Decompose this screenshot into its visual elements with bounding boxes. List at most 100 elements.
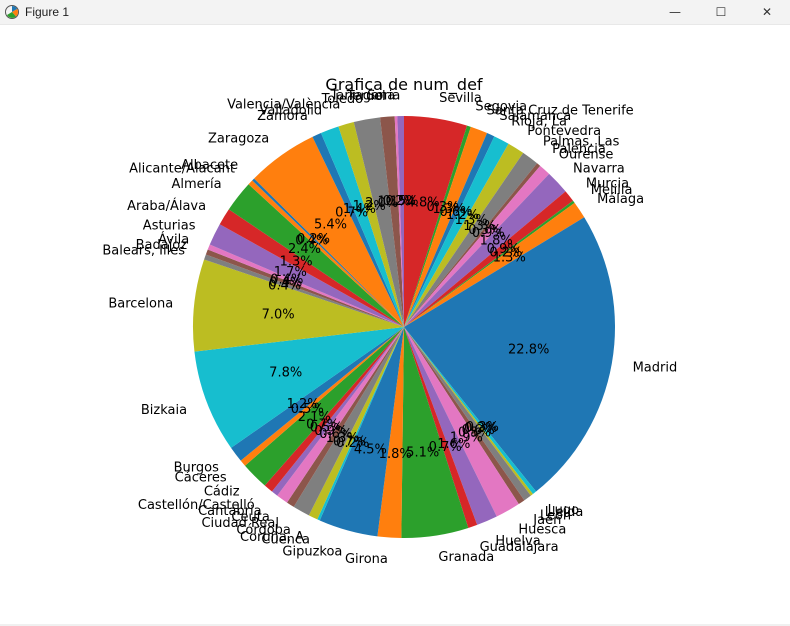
pie-slice-rioja-la (404, 136, 509, 327)
pie-pct-label-jaen: 0.5% (458, 426, 491, 441)
matplotlib-icon (5, 5, 19, 19)
pie-pct-label-zaragoza: 5.4% (314, 217, 347, 232)
pie-slice-santa-cruz-de-tenerife (404, 126, 488, 328)
pie-category-label-huesca: Huesca (518, 523, 566, 538)
pie-category-label-malaga: Málaga (597, 192, 644, 207)
pie-pct-label-almeria: 2.4% (288, 242, 321, 257)
pie-category-label-avila: Ávila (158, 232, 189, 248)
pie-category-label-salamanca: Salamanca (499, 109, 571, 124)
pie-category-label-coruna-a: Coruña, A (240, 530, 304, 545)
pie-slice-castellon-castello (264, 327, 404, 492)
pie-slice-almeria (228, 184, 404, 327)
pie-pct-label-albacete: 0.2% (297, 232, 330, 247)
pie-category-label-gipuzkoa: Gipuzkoa (282, 544, 342, 559)
pie-pct-label-valladolid: 1.4% (343, 202, 376, 217)
pie-pct-label-bizkaia: 7.8% (269, 366, 302, 381)
minimize-button[interactable]: — (652, 0, 698, 24)
pie-slice-cadiz (245, 327, 404, 486)
close-button[interactable]: ✕ (744, 0, 790, 24)
pie-category-label-ourense: Ourense (559, 148, 614, 163)
pie-category-label-melilla: Melilla (591, 183, 633, 198)
pie-pct-label-sevilla: 4.8% (407, 195, 440, 210)
maximize-button[interactable]: ☐ (698, 0, 744, 24)
pie-slice-malaga (404, 202, 585, 327)
pie-category-label-caceres: Cáceres (175, 470, 227, 485)
close-icon: ✕ (761, 5, 773, 19)
pie-slice-guadalajara (404, 327, 478, 528)
minimize-icon: — (669, 5, 681, 19)
pie-slice-granada (401, 327, 469, 538)
pie-category-label-navarra: Navarra (573, 161, 625, 176)
pie-category-label-barcelona: Barcelona (108, 296, 173, 311)
pie-pct-label-caceres: 0.5% (291, 402, 324, 417)
pie-slice-segovia (404, 125, 471, 327)
pie-slice-cantabria (271, 327, 404, 496)
pie-percent-labels: 4.8%0.3%1.3%0.6%1.2%1.3%1.3%0.3%0.9%1.8%… (262, 194, 550, 462)
pie-pct-label-rioja-la: 1.2% (446, 208, 479, 223)
pie-pct-label-cantabria: 0.5% (310, 421, 343, 436)
pie-category-label-cadiz: Cádiz (204, 484, 240, 499)
pie-pct-label-palencia: 0.3% (468, 223, 501, 238)
pie-slice-pontevedra (404, 143, 524, 327)
pie-slice-tarragona (394, 116, 404, 327)
pie-slice-gipuzkoa (319, 327, 404, 537)
pie-slice-madrid (404, 217, 616, 492)
pie-pct-label-girona: 1.8% (379, 447, 412, 462)
pie-slice-valladolid (320, 126, 404, 327)
window-title: Figure 1 (25, 5, 70, 19)
pie-category-label-cuenca: Cuenca (261, 533, 310, 548)
pie-category-label-valencia-valencia: Valencia/València (227, 97, 340, 112)
pie-slice-palmas-las (404, 152, 538, 327)
pie-pct-label-malaga: 1.3% (493, 250, 526, 265)
pie-slice-leon (404, 327, 531, 501)
pie-category-label-zaragoza: Zaragoza (208, 132, 269, 147)
pie-category-label-murcia: Murcia (586, 176, 629, 191)
pie-pct-label-melilla: 0.2% (489, 245, 522, 260)
pie-pct-label-lleida: 0.2% (464, 421, 497, 436)
pie-pct-label-pontevedra: 1.3% (455, 213, 488, 228)
pie-pct-label-tarragona: 0.2% (383, 194, 416, 209)
chart-title: Grafica de num_def (325, 75, 483, 95)
pie-slice-zaragoza (254, 136, 404, 327)
pie-category-label-alicante-alacant: Alicante/Alacant (129, 161, 235, 176)
pie-category-label-soria: Soria (367, 88, 400, 103)
pie-slice-sevilla (404, 116, 468, 327)
pie-slice-zamora (312, 133, 404, 327)
pie-pct-label-araba-alava: 1.3% (280, 254, 313, 269)
pie-slice-huelva (404, 327, 497, 525)
pie-category-label-palmas-las: Palmas, Las (543, 135, 620, 150)
pie-slice-burgos (231, 327, 404, 461)
pie-category-label-rioja-la: Rioja, La (511, 115, 567, 130)
pie-category-label-girona: Girona (345, 552, 388, 567)
pie-category-label-sevilla: Sevilla (439, 91, 482, 106)
pie-pct-label-navarra: 1.8% (480, 234, 513, 249)
pie-slice-avila (207, 244, 404, 327)
pie-category-label-granada: Granada (438, 550, 494, 565)
maximize-icon: ☐ (715, 5, 727, 19)
pie-slice-caceres (240, 327, 404, 466)
pie-pct-label-ceuta: 0.9% (314, 424, 347, 439)
pie-pct-label-badajoz: 0.4% (269, 276, 302, 291)
pie-slice-lleida (404, 327, 533, 496)
pie-slices (192, 116, 616, 538)
pie-category-label-burgos: Burgos (174, 461, 219, 476)
pie-pct-label-madrid: 22.8% (508, 342, 549, 357)
pie-pct-label-granada: 5.1% (406, 446, 439, 461)
pie-pct-label-huesca: 1.9% (450, 431, 483, 446)
pie-pct-label-ourense: 0.9% (472, 226, 505, 241)
pie-slice-barcelona (192, 259, 404, 352)
pie-category-label-guadalajara: Guadalajara (480, 540, 559, 555)
pie-pct-label-teruel: 1.1% (377, 194, 410, 209)
pie-pct-label-gipuzkoa: 4.5% (354, 443, 387, 458)
pie-slice-ciudad-real (286, 327, 404, 507)
pie-category-label-araba-alava: Araba/Álava (127, 198, 206, 214)
window-titlebar: Figure 1 — ☐ ✕ (0, 0, 790, 25)
pie-pct-label-murcia: 0.9% (487, 242, 520, 257)
pie-pct-label-zamora: 0.7% (335, 205, 368, 220)
pie-category-label-bizkaia: Bizkaia (141, 403, 187, 418)
pie-pct-label-cadiz: 2.1% (298, 410, 331, 425)
pie-category-label-madrid: Madrid (633, 361, 678, 376)
pie-category-label-tarragona: Tarragona (330, 89, 396, 104)
pie-category-label-asturias: Asturias (143, 219, 196, 234)
pie-category-label-lugo: Lugo (548, 503, 580, 518)
